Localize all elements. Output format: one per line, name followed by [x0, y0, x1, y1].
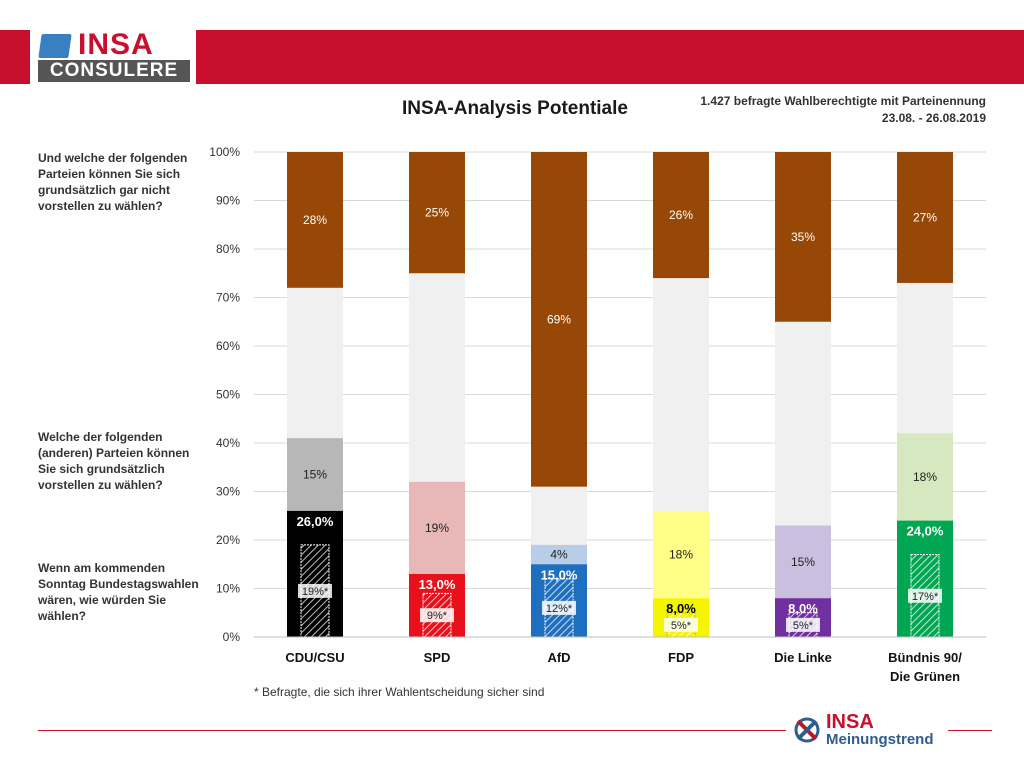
insa-cross-icon [794, 717, 820, 743]
footer-rule-right [948, 730, 992, 731]
date-range: 23.08. - 26.08.2019 [881, 111, 986, 125]
label-rejection-party-0: 28% [303, 213, 327, 227]
label-box-certain-party-0 [298, 583, 332, 598]
x-category-party-2: AfD [547, 650, 570, 665]
label-certain-voters-party-5: 17%* [912, 591, 939, 603]
survey-info: 1.427 befragte Wahlberechtigte mit Parte… [700, 93, 986, 127]
label-box-certain-party-1 [420, 608, 454, 623]
bar-neutral-party-4 [775, 321, 831, 526]
sample-info: 1.427 befragte Wahlberechtigte mit Parte… [700, 94, 986, 108]
logo-consulere-text: CONSULERE [38, 60, 190, 82]
logo-insa-text: INSA [78, 28, 154, 61]
label-certain-voters-party-2: 12%* [546, 603, 573, 615]
question-not-vote: Und welche der folgenden Parteien können… [38, 151, 188, 213]
label-rejection-party-4: 35% [791, 230, 815, 244]
label-sunday-vote-party-2: 15,0% [541, 567, 578, 582]
bar-neutral-party-5 [897, 282, 953, 434]
bar-rejection-party-3 [653, 152, 709, 279]
label-potential-party-3: 18% [669, 548, 693, 562]
y-tick-40: 40% [216, 436, 240, 450]
label-rejection-party-2: 69% [547, 312, 571, 326]
label-certain-voters-party-4: 5%* [793, 620, 814, 632]
y-tick-80: 80% [216, 242, 240, 256]
question-sunday-vote: Wenn am kommenden Sonntag Bundestagswahl… [38, 561, 199, 623]
label-box-certain-party-3 [664, 617, 698, 632]
insa-consulere-logo: INSA CONSULERE [30, 28, 196, 86]
label-sunday-vote-party-5: 24,0% [907, 524, 944, 539]
y-tick-30: 30% [216, 485, 240, 499]
brand-name: INSA [826, 711, 874, 733]
x-category-party-5-line0: Bündnis 90/ [888, 650, 962, 665]
label-potential-party-5: 18% [913, 470, 937, 484]
label-potential-party-4: 15% [791, 555, 815, 569]
bar-rejection-party-0 [287, 152, 343, 288]
label-rejection-party-3: 26% [669, 208, 693, 222]
x-category-party-0: CDU/CSU [285, 650, 344, 665]
label-box-certain-party-5 [908, 588, 942, 603]
label-sunday-vote-party-4: 8,0% [788, 601, 818, 616]
label-sunday-vote-party-0: 26,0% [297, 514, 334, 529]
y-tick-100: 100% [209, 145, 240, 159]
label-sunday-vote-party-3: 8,0% [666, 601, 696, 616]
bar-neutral-party-1 [409, 273, 465, 482]
y-tick-70: 70% [216, 291, 240, 305]
footer-rule-left [38, 730, 786, 731]
y-tick-50: 50% [216, 388, 240, 402]
bar-neutral-party-3 [653, 278, 709, 511]
chart-title: INSA-Analysis Potentiale [402, 98, 628, 119]
footnote: * Befragte, die sich ihrer Wahlentscheid… [254, 685, 545, 699]
bar-rejection-party-2 [531, 152, 587, 487]
question-could-vote: Welche der folgenden (anderen) Parteien … [38, 430, 190, 492]
x-category-party-5-line1: Die Grünen [890, 669, 960, 684]
label-box-certain-party-4 [786, 617, 820, 632]
x-category-party-1: SPD [424, 650, 451, 665]
y-tick-10: 10% [216, 582, 240, 596]
bar-rejection-party-4 [775, 152, 831, 322]
label-potential-party-2: 4% [550, 548, 568, 562]
bar-potential-party-0 [287, 438, 343, 511]
label-potential-party-0: 15% [303, 468, 327, 482]
x-category-party-4: Die Linke [774, 650, 832, 665]
bar-neutral-party-2 [531, 486, 587, 545]
label-potential-party-1: 19% [425, 521, 449, 535]
y-tick-0: 0% [223, 630, 241, 644]
bar-potential-party-1 [409, 481, 465, 574]
y-tick-20: 20% [216, 533, 240, 547]
bar-rejection-party-5 [897, 152, 953, 283]
label-sunday-vote-party-1: 13,0% [419, 577, 456, 592]
bar-potential-party-4 [775, 525, 831, 599]
y-tick-90: 90% [216, 194, 240, 208]
bar-rejection-party-1 [409, 152, 465, 274]
label-certain-voters-party-1: 9%* [427, 610, 448, 622]
bar-potential-party-5 [897, 433, 953, 521]
label-rejection-party-5: 27% [913, 210, 937, 224]
label-certain-voters-party-0: 19%* [302, 586, 329, 598]
label-rejection-party-1: 25% [425, 206, 449, 220]
y-tick-60: 60% [216, 339, 240, 353]
label-certain-voters-party-3: 5%* [671, 620, 692, 632]
bar-potential-party-3 [653, 510, 709, 599]
bar-neutral-party-0 [287, 287, 343, 439]
brand-tagline: Meinungstrend [826, 731, 934, 748]
x-category-party-3: FDP [668, 650, 694, 665]
label-box-certain-party-2 [542, 600, 576, 615]
bar-potential-party-2 [531, 544, 587, 565]
